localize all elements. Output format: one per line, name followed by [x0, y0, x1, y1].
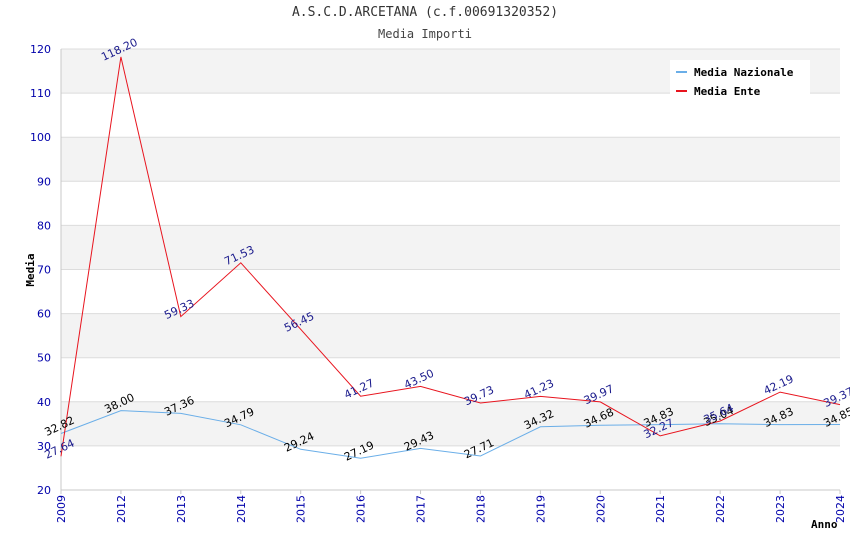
plot-band	[61, 93, 840, 138]
y-axis-label: Media	[24, 253, 37, 286]
x-tick-labels: 2009 2012 2013 2014 2015 2016 2017 2018 2019 2020…	[55, 490, 847, 523]
x-tick-label: 2019	[534, 495, 547, 523]
x-tick-label: 2021	[654, 495, 667, 523]
legend-box	[670, 60, 810, 96]
x-axis-label: Anno	[811, 518, 838, 531]
axes	[60, 49, 840, 491]
series-lines	[60, 56, 841, 459]
plot-band	[61, 269, 840, 314]
y-tick-label: 120	[30, 43, 51, 56]
y-tick-label: 20	[37, 484, 51, 497]
chart-title: A.S.C.D.ARCETANA (c.f.00691320352)	[291, 5, 559, 20]
y-tick-label: 60	[37, 308, 51, 321]
legend: Media Nazionale Media Ente	[670, 60, 810, 98]
legend-label: Media Nazionale	[694, 66, 794, 79]
x-tick-label: 2013	[175, 495, 188, 523]
x-tick-label: 2012	[115, 495, 128, 523]
plot-band	[61, 445, 840, 490]
y-tick-label: 80	[37, 219, 51, 232]
legend-label: Media Ente	[694, 85, 761, 98]
chart-subtitle: Media Importi	[378, 27, 472, 41]
x-tick-label: 2015	[295, 495, 308, 523]
x-tick-label: 2017	[415, 495, 428, 523]
plot-band	[61, 313, 840, 358]
x-tick-label: 2023	[774, 495, 787, 523]
x-tick-label: 2018	[474, 495, 487, 523]
series-line-media-ente	[60, 56, 841, 457]
y-tick-label: 30	[37, 440, 51, 453]
plot-band	[61, 225, 840, 270]
x-tick-label: 2020	[594, 495, 607, 523]
y-tick-label: 70	[37, 264, 51, 277]
x-tick-label: 2016	[355, 495, 368, 523]
plot-band	[61, 181, 840, 226]
x-tick-label: 2024	[834, 495, 847, 523]
y-tick-label: 110	[30, 87, 51, 100]
x-tick-label: 2009	[55, 495, 68, 523]
x-tick-label: 2022	[714, 495, 727, 523]
y-tick-labels: 20 30 40 50 60 70 80 90 100 110 120	[30, 43, 51, 497]
y-tick-label: 100	[30, 131, 51, 144]
y-tick-label: 90	[37, 175, 51, 188]
y-tick-label: 40	[37, 396, 51, 409]
x-tick-label: 2014	[235, 495, 248, 523]
y-tick-label: 50	[37, 352, 51, 365]
plot-band	[61, 137, 840, 182]
